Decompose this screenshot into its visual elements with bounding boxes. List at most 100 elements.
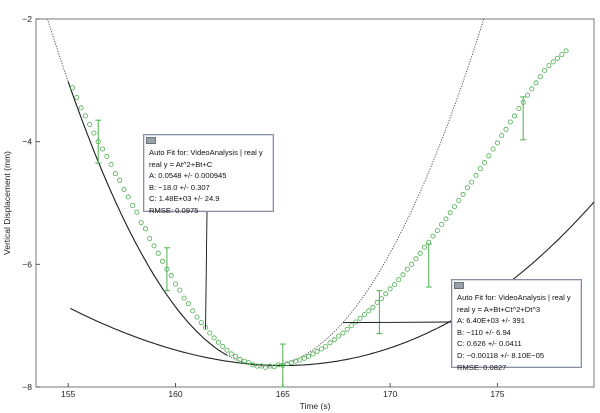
data-point	[301, 355, 307, 361]
data-point	[439, 221, 445, 227]
data-point	[271, 364, 277, 370]
data-point	[74, 95, 80, 101]
data-point	[263, 364, 269, 370]
data-point	[443, 216, 449, 222]
data-point	[151, 243, 157, 249]
data-point	[494, 140, 500, 146]
data-point	[70, 85, 76, 91]
data-point	[293, 358, 299, 364]
data-point	[546, 63, 552, 69]
error-bar	[376, 290, 383, 335]
error-bar	[279, 343, 286, 388]
data-point	[211, 335, 217, 341]
data-point	[327, 340, 333, 346]
data-point	[220, 343, 226, 349]
data-point	[112, 171, 118, 177]
annotation-pointers-layer	[205, 211, 452, 329]
fit-param-b: B: −110 +/- 6.94	[457, 327, 511, 337]
error-bar	[520, 96, 527, 141]
data-point	[542, 68, 548, 74]
y-tick-label: −6	[22, 259, 32, 269]
data-point	[224, 347, 230, 353]
data-point	[499, 132, 505, 138]
ticks-layer: 155 160 165 170 175 −2 −4 −6 −8	[22, 14, 504, 399]
data-point	[400, 272, 406, 278]
data-point	[168, 272, 174, 278]
data-point	[555, 55, 561, 61]
data-point	[434, 228, 440, 234]
data-point	[306, 353, 312, 359]
x-tick-label: 160	[168, 389, 182, 399]
data-point	[100, 146, 106, 152]
y-tick-label: −2	[22, 14, 32, 24]
data-point	[378, 296, 384, 302]
fit-param-d: D: −0.00118 +/- 8.10E−05	[457, 350, 545, 360]
annotation-pointer-line	[342, 321, 452, 324]
data-point	[460, 191, 466, 197]
annotation-close-button[interactable]	[146, 137, 156, 144]
data-point	[490, 146, 496, 152]
data-point	[537, 74, 543, 80]
y-tick-label: −8	[22, 382, 32, 392]
plot-area-frame	[35, 18, 595, 388]
data-point	[121, 186, 127, 192]
data-point	[336, 333, 342, 339]
data-point	[245, 359, 251, 365]
data-point	[430, 233, 436, 239]
data-point	[331, 337, 337, 343]
y-axis-label: Vertical Displacement (mm)	[2, 151, 12, 255]
data-point	[563, 48, 569, 54]
data-point	[241, 358, 247, 364]
y-tick-label: −4	[22, 137, 32, 147]
annotation-close-button[interactable]	[454, 282, 464, 289]
data-point	[207, 330, 213, 336]
fit-equation: real y = At^2+Bt+C	[149, 159, 213, 169]
data-point	[194, 314, 200, 320]
data-point	[447, 210, 453, 216]
data-point	[529, 86, 535, 92]
data-point	[451, 204, 457, 210]
data-point	[233, 353, 239, 359]
data-point	[177, 287, 183, 293]
fit-title: Auto Fit for: VideoAnalysis | real y	[149, 148, 263, 157]
data-point	[172, 281, 178, 287]
x-tick-label: 165	[276, 389, 290, 399]
data-point	[507, 119, 513, 125]
data-point	[404, 266, 410, 272]
data-point	[117, 177, 123, 183]
data-point	[387, 286, 393, 292]
fit-rmse: RMSE: 0.0827	[457, 362, 507, 372]
data-point	[297, 357, 303, 363]
data-point	[469, 179, 475, 185]
error-bar	[95, 119, 102, 164]
data-point	[525, 92, 531, 98]
quadratic-fit-annotation[interactable]: Auto Fit for: VideoAnalysis | real y rea…	[143, 134, 274, 215]
data-point	[481, 159, 487, 165]
data-point	[228, 351, 234, 357]
data-point	[516, 106, 522, 112]
data-point	[323, 343, 329, 349]
data-point	[413, 256, 419, 262]
error-bar	[163, 247, 170, 292]
data-point	[288, 359, 294, 365]
data-point	[361, 312, 367, 318]
data-point	[134, 209, 140, 215]
data-point	[512, 113, 518, 119]
data-point	[190, 308, 196, 314]
fit-rmse: RMSE: 0.0975	[149, 205, 199, 215]
data-point	[147, 236, 153, 242]
data-point	[258, 363, 264, 369]
fit-param-a: A: 6.40E+03 +/- 391	[457, 316, 525, 326]
data-point	[353, 319, 359, 325]
data-point	[138, 220, 144, 226]
data-point	[344, 326, 350, 332]
cubic-fit-annotation[interactable]: Auto Fit for: VideoAnalysis | real y rea…	[451, 279, 582, 372]
data-point	[78, 105, 84, 111]
x-tick-label: 170	[383, 389, 397, 399]
data-point	[125, 194, 131, 200]
data-point	[409, 261, 415, 267]
data-point	[185, 301, 191, 307]
fit-param-a: A: 0.0548 +/- 0.000945	[149, 171, 227, 181]
data-point	[237, 356, 243, 362]
data-point	[473, 172, 479, 178]
